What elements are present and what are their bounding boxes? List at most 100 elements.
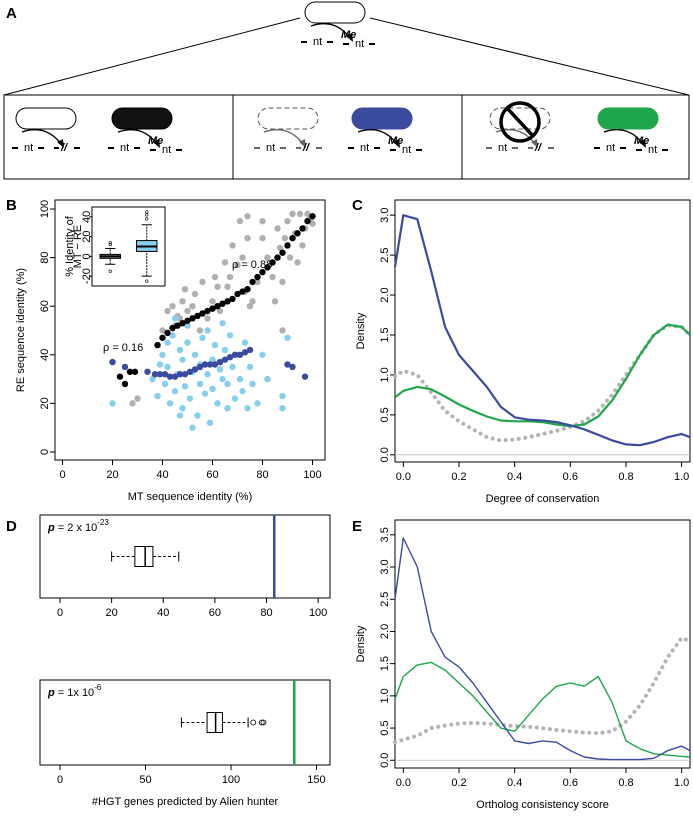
point: [134, 395, 141, 402]
y-tick-label: 2.5: [379, 247, 391, 262]
point: [254, 400, 261, 407]
outlier: [145, 213, 149, 217]
x-tick-label: 0: [59, 469, 65, 481]
point: [204, 327, 211, 334]
point: [304, 210, 311, 218]
point: [211, 361, 219, 368]
outlier: [145, 210, 149, 214]
point: [219, 319, 226, 327]
point: [236, 351, 244, 358]
point: [236, 375, 244, 383]
point: [171, 315, 179, 322]
density-line: [393, 635, 692, 745]
outlier: [250, 719, 257, 726]
point: [181, 371, 189, 378]
enzyme: [257, 107, 319, 130]
point: [164, 339, 171, 346]
point: [239, 388, 246, 395]
point: [214, 400, 221, 407]
point: [226, 273, 234, 281]
p-exponent: -6: [94, 683, 102, 692]
point: [224, 405, 231, 412]
x-tick-label: 0.8: [618, 471, 633, 483]
point: [216, 366, 224, 373]
point: [179, 405, 186, 412]
nucleotide: nt: [648, 144, 657, 156]
point: [269, 259, 276, 266]
annotation: ρ = 0.16: [103, 342, 143, 354]
point: [244, 285, 251, 293]
point: [169, 302, 176, 310]
x-axis-label: #HGT genes predicted by Alien hunter: [92, 796, 279, 808]
methyl-mark: Me: [341, 29, 356, 41]
point: [176, 346, 184, 354]
point: [309, 213, 316, 220]
point: [109, 358, 116, 366]
point: [254, 273, 261, 281]
point: [264, 264, 271, 271]
x-tick-label: 0.0: [396, 471, 411, 483]
diagram-frame: [3, 17, 690, 180]
point: [169, 332, 176, 339]
cut-mark: //: [60, 142, 69, 154]
y-tick-label: 0.5: [379, 720, 391, 735]
point: [206, 419, 214, 427]
point: [191, 290, 199, 298]
point: [196, 380, 204, 388]
point: [264, 254, 271, 261]
point: [284, 334, 291, 341]
panel-label: B: [6, 197, 17, 214]
point: [284, 242, 291, 249]
p-symbol: p: [47, 522, 55, 534]
arrow-head: [299, 139, 306, 148]
x-tick-label: 0.0: [396, 777, 411, 789]
point: [166, 400, 174, 407]
point: [219, 375, 226, 383]
panel-label: E: [352, 518, 362, 535]
point: [116, 373, 124, 380]
point: [201, 361, 209, 368]
nucleotide: nt: [402, 144, 411, 156]
arrow-head: [346, 33, 353, 42]
point: [249, 298, 256, 305]
y-tick-label: 0.0: [379, 753, 391, 768]
point: [186, 395, 194, 402]
x-tick-label: 150: [307, 774, 325, 786]
x-tick-label: 60: [209, 607, 221, 619]
x-tick-label: 0.4: [507, 777, 522, 789]
point: [216, 358, 224, 366]
point: [176, 412, 184, 419]
point: [289, 234, 296, 242]
point: [209, 385, 216, 393]
point: [196, 327, 204, 334]
point: [169, 324, 176, 332]
plot-frame: [394, 199, 691, 463]
point: [214, 283, 221, 290]
point: [221, 346, 229, 354]
plot-frame: [39, 514, 331, 599]
point: [184, 339, 191, 346]
point: [259, 234, 266, 242]
point: [156, 361, 164, 368]
point: [204, 307, 211, 315]
point: [239, 254, 246, 261]
p-value: p = 2 x 10-23: [47, 518, 109, 534]
point: [304, 217, 311, 225]
y-tick-label: 3.5: [379, 527, 391, 542]
point: [224, 298, 231, 305]
y-tick-label: 1.5: [379, 327, 391, 342]
point: [159, 327, 166, 334]
point: [211, 273, 219, 281]
nucleotide: nt: [24, 142, 33, 154]
x-tick-label: 0.2: [451, 777, 466, 789]
x-tick-label: 0: [57, 774, 63, 786]
nucleotide: nt: [355, 38, 364, 50]
point: [231, 395, 239, 402]
point: [299, 225, 306, 232]
point: [219, 300, 226, 307]
point: [284, 361, 291, 368]
point: [211, 341, 219, 349]
enzyme: [304, 1, 366, 24]
methyl-mark: Me: [388, 135, 403, 147]
arrow: [495, 129, 536, 145]
